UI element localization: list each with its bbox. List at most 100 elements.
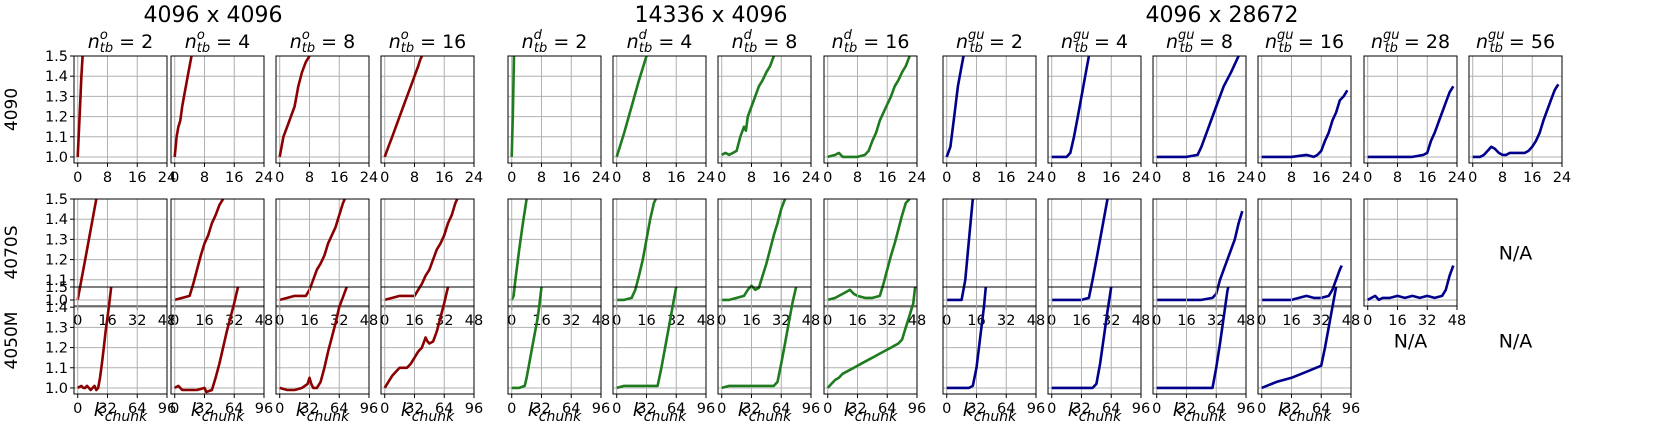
series-line [1261,265,1343,302]
x-tick-label: 16 [1102,170,1120,186]
x-tick-label: 32 [98,401,116,417]
series-line [946,287,988,390]
x-tick-label: 24 [1132,170,1150,186]
subplot: 0 32 64 96 [823,286,926,417]
column-title: nd tb = 16 [832,28,910,56]
axes-frame [717,198,812,307]
x-tick-label: 8 [305,170,314,186]
x-tick-label: 32 [195,401,213,417]
y-tick-label: 1.2 [45,253,68,269]
subplot: 0 16 32 48 [612,198,715,329]
x-axis-label: kchunk [401,399,455,425]
subplot: 0 8 16 24 [1257,55,1360,186]
na-label: N/A [1499,331,1533,353]
x-tick-label: 8 [1077,170,1086,186]
x-tick-label: 64 [128,401,146,417]
series-line [616,199,657,302]
subplot: 0 8 16 24 [942,55,1045,186]
series-line [1051,56,1091,159]
subplot: 0 8 16 24 [275,55,378,186]
x-tick-label: 0 [275,401,284,417]
x-tick-label: 8 [1498,170,1507,186]
axes-frame [823,55,918,164]
axes-frame [275,286,370,395]
axes-frame [380,286,475,395]
x-tick-label: 24 [1448,170,1466,186]
x-tick-label: 0 [942,401,951,417]
subplot: 0 16 32 48 [170,198,273,329]
axes-frame [1363,55,1458,164]
y-tick-label: 1.4 [45,69,68,85]
x-tick-label: 16 [667,170,685,186]
x-tick-label: 16 [878,170,896,186]
x-tick-label: 16 [562,170,580,186]
series-line [77,287,113,392]
na-label: N/A [1394,331,1428,353]
y-tick-label: 1.1 [45,273,68,289]
column-title: nd tb = 2 [522,28,588,56]
x-tick-label: 32 [967,401,985,417]
x-tick-label: 0 [380,170,389,186]
series-line [721,199,787,302]
x-tick-label: 96 [1132,401,1150,417]
x-tick-label: 0 [507,401,516,417]
x-tick-label: 64 [562,401,580,417]
x-tick-label: 24 [1237,170,1255,186]
x-tick-label: 24 [360,170,378,186]
x-tick-label: 8 [853,170,862,186]
x-tick-label: 64 [997,401,1015,417]
x-tick-label: 64 [330,401,348,417]
axes-frame [275,55,370,164]
series-line [173,56,193,158]
x-tick-label: 0 [170,170,179,186]
x-tick-label: 8 [200,170,209,186]
x-tick-label: 96 [1342,401,1360,417]
x-tick-label: 96 [802,401,820,417]
y-tick-label: 1.4 [45,212,68,228]
series-line [511,287,543,390]
series-line [616,287,678,390]
x-tick-label: 16 [435,170,453,186]
x-tick-label: 0 [1468,170,1477,186]
x-tick-label: 32 [532,401,550,417]
subplot: 0 32 64 96 [380,286,483,417]
subplot: 0 8 16 24 [380,55,483,186]
x-tick-label: 16 [225,170,243,186]
subplot: 0 8 16 24 [1152,55,1255,186]
x-tick-label: 32 [1072,401,1090,417]
x-tick-label: 64 [878,401,896,417]
series-line [615,56,648,158]
x-tick-label: 96 [465,401,483,417]
column-title: ngu tb = 2 [956,28,1023,56]
subplot: 0 32 64 96 [942,286,1045,417]
x-tick-label: 96 [1027,401,1045,417]
axes-frame [73,198,168,307]
x-tick-label: 32 [848,401,866,417]
series-line [1367,265,1455,302]
axes-frame [1047,198,1142,307]
x-tick-label: 8 [1287,170,1296,186]
x-axis-label: kchunk [528,399,582,425]
series-line [174,199,225,302]
x-tick-label: 0 [717,401,726,417]
subplot: 0 16 32 48 [1257,198,1360,329]
series-line [279,199,346,302]
series-line [76,56,84,157]
column-title: no tb = 4 [185,28,250,56]
x-tick-label: 24 [802,170,820,186]
series-line [1472,83,1560,159]
x-axis-label: kchunk [1173,399,1227,425]
x-tick-label: 16 [1312,170,1330,186]
x-tick-label: 8 [747,170,756,186]
x-tick-label: 16 [772,170,790,186]
series-line [1156,287,1230,390]
x-tick-label: 0 [1363,313,1372,329]
y-tick-label: 1.3 [45,232,68,248]
subplot: 1.0 1.1 1.2 1.3 1.4 1.5 0 32 64 96 [45,280,176,417]
x-tick-label: 0 [1257,401,1266,417]
axes-frame [1152,286,1247,395]
x-tick-label: 8 [1182,170,1191,186]
x-tick-label: 96 [1237,401,1255,417]
x-tick-label: 0 [170,401,179,417]
subplot: 0 32 64 96 [717,286,820,417]
